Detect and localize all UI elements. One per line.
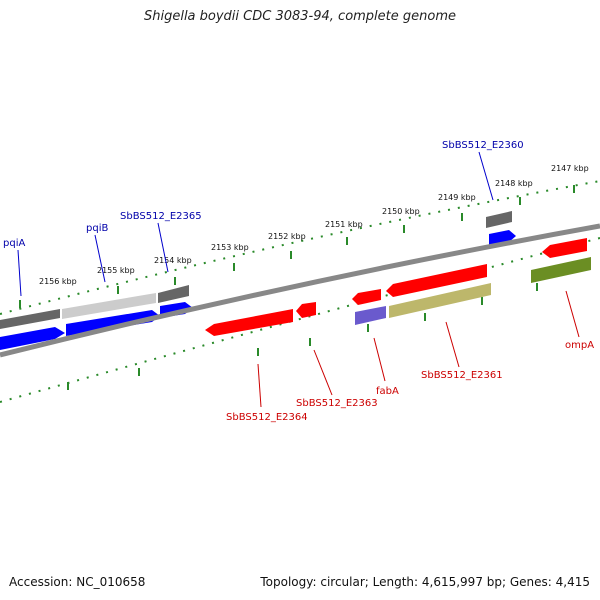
ruler-label: 2155 kbp — [97, 266, 135, 275]
cds-E2363 — [296, 302, 316, 318]
cds-fabA — [352, 289, 381, 305]
ruler-label: 2152 kbp — [268, 232, 306, 241]
forward-leaders — [17, 151, 494, 297]
map-title: Shigella boydii CDC 3083-94, complete ge… — [143, 9, 457, 24]
gene-label-E2361: SbBS512_E2361 — [421, 370, 503, 381]
reverse-cds — [205, 238, 587, 336]
cds-pqiA — [0, 327, 65, 350]
ruler-labels: 2156 kbp 2155 kbp 2154 kbp 2153 kbp 2152… — [39, 164, 589, 286]
outer-ruler-ticks — [19, 185, 575, 308]
cds-E2364 — [205, 309, 293, 336]
ruler-label: 2153 kbp — [211, 243, 249, 252]
gene-label-E2365: SbBS512_E2365 — [120, 211, 202, 222]
cds-pqiB — [66, 310, 160, 336]
gene-label-ompA: ompA — [565, 340, 594, 351]
ruler-label: 2149 kbp — [438, 193, 476, 202]
genome-summary-text: Topology: circular; Length: 4,615,997 bp… — [260, 575, 590, 589]
gene-label-E2363: SbBS512_E2363 — [296, 398, 378, 409]
ruler-label: 2151 kbp — [325, 220, 363, 229]
gene-label-pqiA: pqiA — [3, 238, 25, 249]
reverse-gene-labels: SbBS512_E2364 SbBS512_E2363 fabA SbBS512… — [226, 340, 594, 423]
inner-ruler-ticks — [67, 283, 538, 390]
ruler-label: 2150 kbp — [382, 207, 420, 216]
gene-label-E2364: SbBS512_E2364 — [226, 412, 308, 423]
gene-bar-fabA — [355, 306, 386, 325]
gene-bar-pqiB — [62, 293, 156, 319]
gene-bar-E2361 — [389, 283, 491, 318]
gene-bar-E2360 — [486, 211, 512, 228]
gene-bar-E2365 — [158, 285, 189, 303]
cds-ompA — [542, 238, 587, 258]
gene-bar-ompA — [531, 257, 591, 283]
outer-ruler — [0, 180, 600, 315]
inner-ruler — [0, 237, 600, 403]
gene-label-pqiB: pqiB — [86, 223, 108, 234]
gene-label-fabA: fabA — [376, 386, 399, 397]
gene-label-E2360: SbBS512_E2360 — [442, 140, 524, 151]
forward-cds — [0, 230, 516, 350]
forward-gene-labels: pqiA pqiB SbBS512_E2365 SbBS512_E2360 — [3, 140, 524, 249]
ruler-label: 2148 kbp — [495, 179, 533, 188]
ruler-label: 2147 kbp — [551, 164, 589, 173]
cds-E2361 — [386, 264, 487, 297]
accession-text: Accession: NC_010658 — [9, 575, 146, 589]
genome-backbone — [0, 223, 600, 358]
cds-E2360 — [489, 230, 516, 246]
ruler-label: 2154 kbp — [154, 256, 192, 265]
gene-bar-pqiA — [0, 309, 60, 329]
ruler-label: 2156 kbp — [39, 277, 77, 286]
reverse-leaders — [257, 290, 580, 408]
reverse-gene-bars — [355, 257, 591, 325]
forward-gene-bars — [0, 211, 512, 329]
